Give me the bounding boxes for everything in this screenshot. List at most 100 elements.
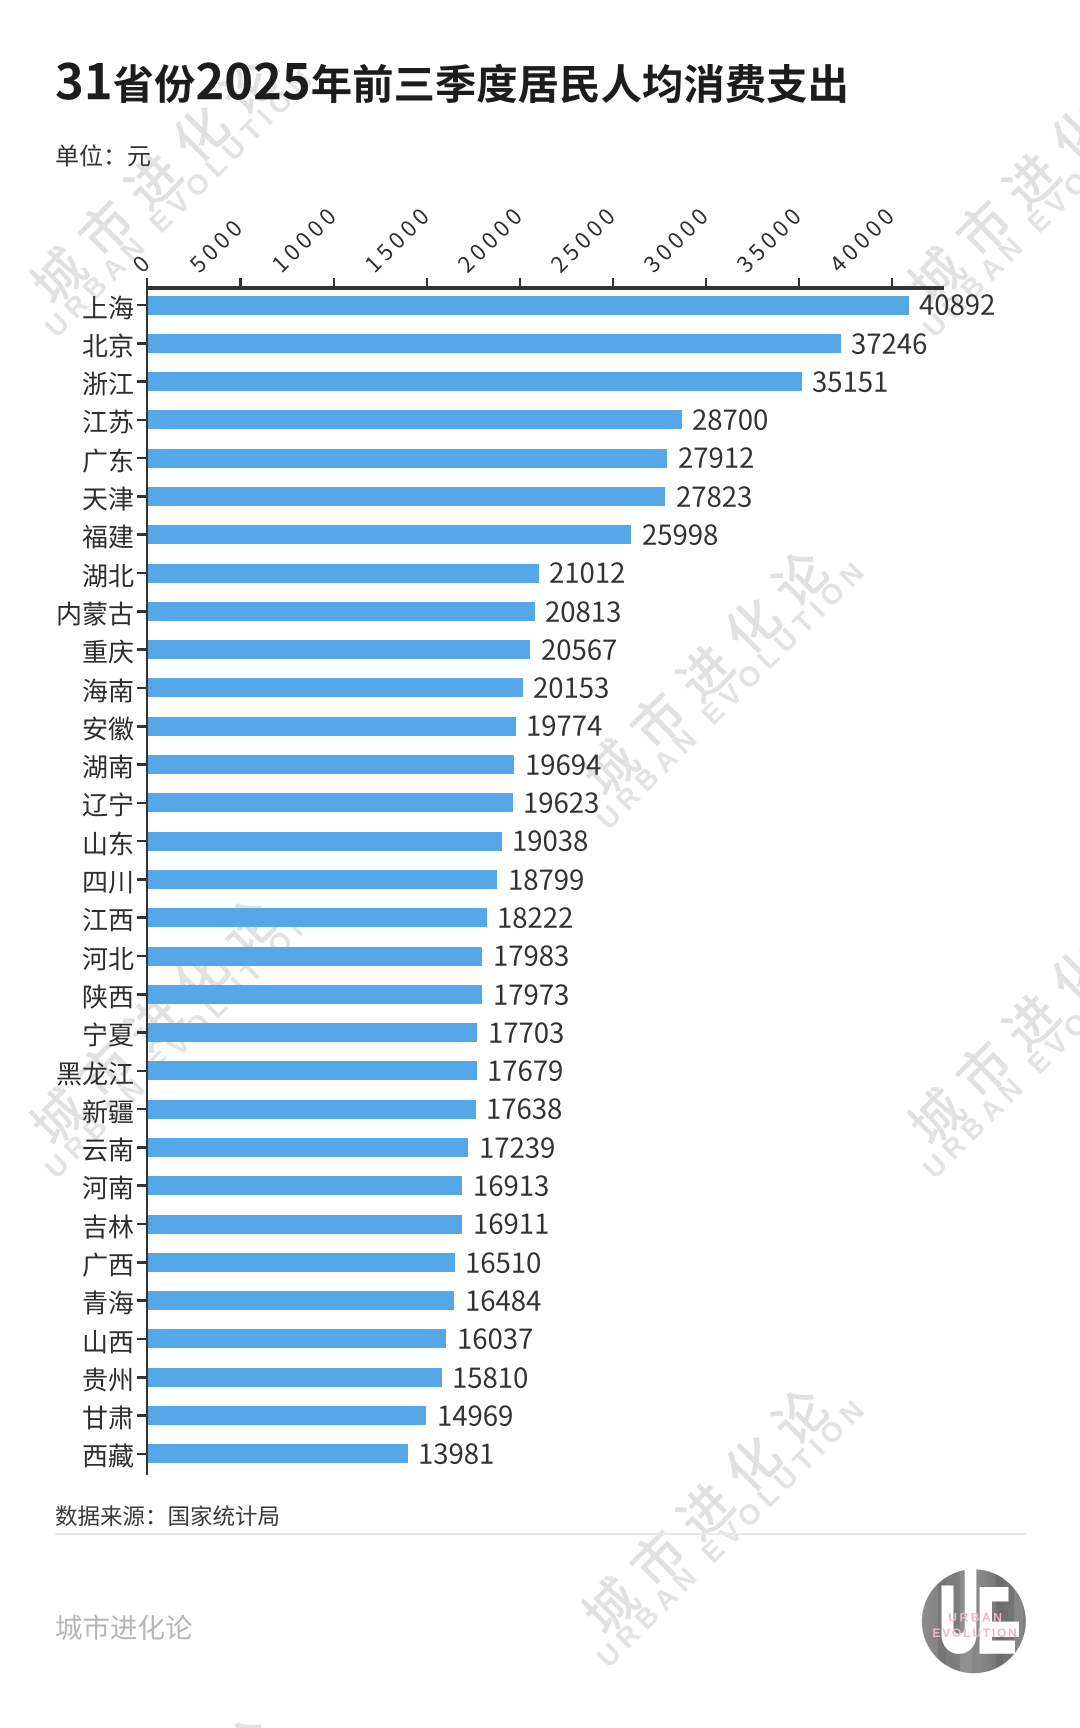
y-tick <box>137 1069 147 1073</box>
bar <box>148 946 483 966</box>
watermark-cjk-text <box>898 1708 1080 1728</box>
bar <box>148 448 668 468</box>
ue-logo: URBAN EVOLUTION <box>921 1569 1026 1674</box>
category-label <box>82 1174 134 1203</box>
y-tick <box>137 763 147 766</box>
y-tick <box>137 954 147 958</box>
category-label <box>82 1289 134 1318</box>
watermark-cjk-text <box>572 1378 839 1645</box>
category-label <box>82 447 134 476</box>
y-tick <box>137 1222 147 1226</box>
category-label <box>56 600 134 629</box>
bar <box>148 333 841 353</box>
y-tick <box>137 1146 147 1149</box>
category-label <box>82 906 134 935</box>
watermark-cjk-text <box>20 1708 287 1728</box>
x-tick <box>332 277 335 287</box>
category-label <box>82 1021 134 1050</box>
value-label <box>508 865 584 895</box>
bar <box>148 563 539 583</box>
y-tick <box>137 916 147 919</box>
y-tick <box>137 1414 147 1417</box>
value-label <box>851 329 927 359</box>
bar <box>148 1367 442 1387</box>
y-tick <box>137 610 147 613</box>
bar <box>148 640 531 660</box>
value-label <box>473 1209 549 1239</box>
bar <box>148 1329 446 1349</box>
value-label <box>418 1439 494 1469</box>
bar <box>148 1406 427 1426</box>
y-tick <box>137 724 147 728</box>
bar <box>148 1444 408 1464</box>
page-title <box>55 60 849 110</box>
divider-line <box>55 1532 1026 1535</box>
value-label <box>523 788 599 818</box>
value-label <box>512 826 588 856</box>
y-axis-line <box>146 277 149 1475</box>
y-tick <box>137 1107 147 1111</box>
y-tick <box>137 1375 147 1379</box>
x-tick <box>891 277 894 287</box>
watermark-cjk-text <box>572 540 839 807</box>
category-label <box>82 1404 134 1433</box>
y-tick <box>137 839 147 843</box>
logo-line2: EVOLUTION <box>932 1626 1018 1640</box>
value-label <box>457 1324 533 1354</box>
x-tick-label <box>735 206 806 277</box>
bar <box>148 908 487 928</box>
watermark-latin-text: URBAN EVOLUTION <box>917 1720 1080 1728</box>
x-tick-label <box>456 206 527 277</box>
y-tick <box>137 1184 147 1188</box>
y-tick <box>137 571 147 575</box>
x-tick-label <box>363 206 434 277</box>
bar <box>148 601 535 621</box>
bar <box>148 1252 455 1272</box>
value-label <box>497 903 573 933</box>
value-label <box>437 1401 513 1431</box>
category-label <box>82 753 134 782</box>
logo-line1: URBAN <box>948 1611 1004 1625</box>
bar <box>148 1061 477 1081</box>
value-label <box>676 482 752 512</box>
category-label <box>82 983 134 1012</box>
x-tick-label <box>642 206 713 277</box>
bar <box>148 984 483 1004</box>
value-label <box>812 367 888 397</box>
category-label <box>82 1442 134 1471</box>
y-tick <box>137 1337 147 1341</box>
bar <box>148 1023 478 1043</box>
value-label <box>488 1018 564 1048</box>
y-tick <box>137 418 147 422</box>
category-label <box>82 332 134 361</box>
category-label <box>82 1213 134 1242</box>
y-tick <box>137 456 147 460</box>
y-tick <box>137 801 147 805</box>
x-tick-label <box>131 253 155 277</box>
value-label <box>487 1056 563 1086</box>
value-label <box>479 1133 555 1163</box>
y-tick <box>137 495 147 498</box>
bar <box>148 869 498 889</box>
value-label <box>452 1363 528 1393</box>
y-tick <box>137 341 147 345</box>
value-label <box>493 980 569 1010</box>
y-tick <box>137 648 147 651</box>
value-label <box>549 558 625 588</box>
value-label <box>678 443 754 473</box>
category-label <box>82 868 134 897</box>
watermark-latin-text: URBAN EVOLUTION <box>39 1720 323 1728</box>
source-note <box>55 1504 280 1529</box>
y-tick <box>137 878 147 881</box>
bar <box>148 755 515 775</box>
value-label <box>526 711 602 741</box>
category-label <box>82 1136 134 1165</box>
x-tick <box>798 277 801 287</box>
logo-letter-u <box>941 1569 977 1654</box>
category-label <box>82 523 134 552</box>
footer-brand <box>55 1613 193 1643</box>
bar <box>148 793 513 813</box>
y-tick <box>137 1452 147 1456</box>
x-tick <box>239 277 242 287</box>
